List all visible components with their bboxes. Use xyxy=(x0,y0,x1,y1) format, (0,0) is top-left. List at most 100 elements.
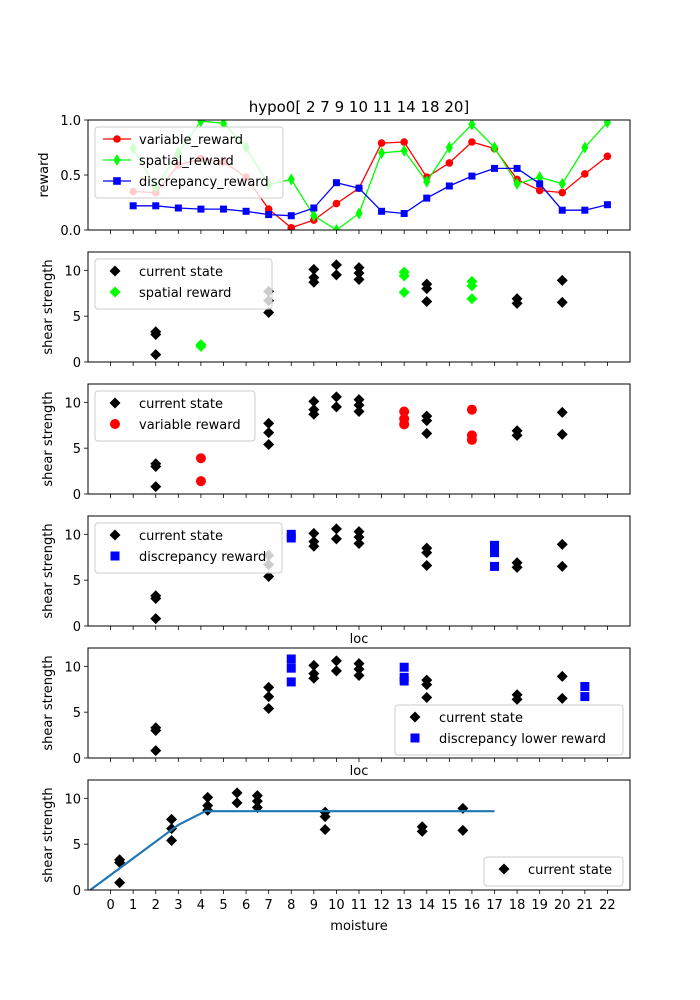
data-point-discrepancy-reward xyxy=(490,561,499,571)
data-point-discrepancy-lower-reward xyxy=(580,692,590,702)
data-point-current-state xyxy=(330,523,342,535)
data-point-spatial-reward xyxy=(355,207,363,220)
data-point-current-state xyxy=(330,655,342,667)
axes-frame xyxy=(87,647,631,759)
data-point-spatial-reward xyxy=(287,173,295,186)
x-tick-label: 12 xyxy=(373,898,390,913)
x-tick-label: 21 xyxy=(577,898,594,913)
legend-marker xyxy=(109,397,121,409)
series-line-discrepancy_reward xyxy=(133,167,608,217)
data-point-current-state xyxy=(556,560,568,572)
data-point-spatial-reward xyxy=(558,177,566,190)
data-point-current-state xyxy=(421,415,433,427)
data-point-variable-reward xyxy=(581,170,589,178)
data-point-current-state xyxy=(511,429,523,441)
data-point-discrepancy-lower-reward xyxy=(286,677,296,687)
data-point-spatial-reward xyxy=(400,144,408,157)
data-point-variable-reward xyxy=(558,188,567,197)
data-point-current-state xyxy=(556,428,568,440)
data-point-current-state xyxy=(263,439,275,450)
x-tick-label: 5 xyxy=(219,898,227,913)
data-point-spatial-reward xyxy=(581,141,589,154)
x-tick-label: 16 xyxy=(464,898,481,913)
panel-1: 0.0 0.5 1.0 reward variable_reward spatial_re… xyxy=(37,114,631,239)
plot-area-6 xyxy=(89,787,495,890)
data-point-spatial-reward xyxy=(398,270,410,282)
figure-title: hypo0[ 2 7 9 10 11 14 18 20] xyxy=(249,98,470,116)
data-point-discrepancy-reward xyxy=(174,204,182,212)
data-point-discrepancy-reward xyxy=(355,184,363,192)
axes-frame xyxy=(87,119,631,231)
data-point-variable-reward xyxy=(535,186,544,195)
legend: current state discrepancy lower reward xyxy=(394,704,624,756)
data-point-discrepancy-reward xyxy=(536,180,544,188)
x-tick-label: 14 xyxy=(418,898,435,913)
y-tick-label: 0 xyxy=(73,884,81,899)
data-point-current-state xyxy=(263,681,275,693)
data-point-current-state xyxy=(556,406,568,418)
data-point-current-state xyxy=(330,269,342,281)
data-point-discrepancy-reward xyxy=(129,202,137,210)
data-point-current-state xyxy=(556,670,568,682)
axes-frame xyxy=(87,251,631,363)
y-axis-label: reward xyxy=(37,152,52,197)
panel-4: 0 5 10 shear strength loc current state discre… xyxy=(41,515,631,647)
data-point-discrepancy-lower-reward xyxy=(580,682,590,691)
legend-marker xyxy=(113,177,121,185)
data-point-current-state xyxy=(150,613,162,625)
data-point-spatial-reward xyxy=(466,293,478,305)
legend: current state spatial reward xyxy=(94,258,273,310)
data-point-spatial-reward xyxy=(195,340,207,352)
data-point-discrepancy-lower-reward xyxy=(399,676,409,686)
data-point-current-state xyxy=(308,263,320,275)
data-point-discrepancy-reward xyxy=(286,533,296,543)
data-point-current-state xyxy=(353,274,365,285)
data-point-variable-reward xyxy=(466,434,477,445)
y-tick-label: 5 xyxy=(73,838,81,853)
legend-marker xyxy=(113,135,121,143)
legend-label: current state xyxy=(439,711,523,726)
legend-box xyxy=(483,856,624,887)
x-tick-label: 4 xyxy=(197,898,205,913)
data-point-variable-reward xyxy=(287,224,296,230)
legend-box xyxy=(94,522,283,574)
data-point-current-state xyxy=(330,533,342,545)
data-point-variable-reward xyxy=(332,199,341,208)
data-point-current-state xyxy=(150,349,162,361)
data-point-variable-reward xyxy=(399,406,410,417)
data-point-discrepancy-reward xyxy=(490,540,499,550)
x-tick-label: 7 xyxy=(265,898,273,913)
data-point-current-state xyxy=(150,745,162,757)
data-point-current-state xyxy=(308,527,320,539)
legend-marker xyxy=(109,529,121,541)
data-point-spatial-reward xyxy=(310,209,318,222)
data-point-current-state xyxy=(150,329,162,340)
x-tick-label: 15 xyxy=(441,898,458,913)
legend-box xyxy=(94,126,284,199)
data-point-variable-reward xyxy=(195,476,206,487)
data-point-variable-reward xyxy=(377,139,386,147)
data-point-discrepancy-reward xyxy=(513,164,521,172)
y-tick-label: 0.0 xyxy=(60,224,81,239)
panel-3: 0 5 10 shear strength current state variable … xyxy=(41,383,631,503)
axes-frame xyxy=(87,383,631,495)
legend-marker xyxy=(498,863,510,875)
data-point-current-state xyxy=(231,787,243,799)
plot-area-3 xyxy=(150,391,568,493)
data-point-current-state xyxy=(308,672,320,684)
x-tick-label: 8 xyxy=(287,898,295,913)
data-point-variable-reward xyxy=(195,453,206,464)
data-point-current-state xyxy=(150,725,162,736)
data-point-current-state xyxy=(511,561,523,573)
data-point-current-state xyxy=(150,481,162,493)
legend: current state variable reward xyxy=(94,390,256,442)
legend-box xyxy=(94,390,256,442)
x-tick-label: 20 xyxy=(554,898,571,913)
legend-marker xyxy=(410,733,420,743)
y-tick-label: 0 xyxy=(73,488,81,503)
x-tick-label: 11 xyxy=(351,898,368,913)
x-tick-label: 22 xyxy=(599,898,616,913)
data-point-current-state xyxy=(421,692,433,703)
legend-label: current state xyxy=(528,863,612,878)
x-tick-label: 10 xyxy=(328,898,345,913)
